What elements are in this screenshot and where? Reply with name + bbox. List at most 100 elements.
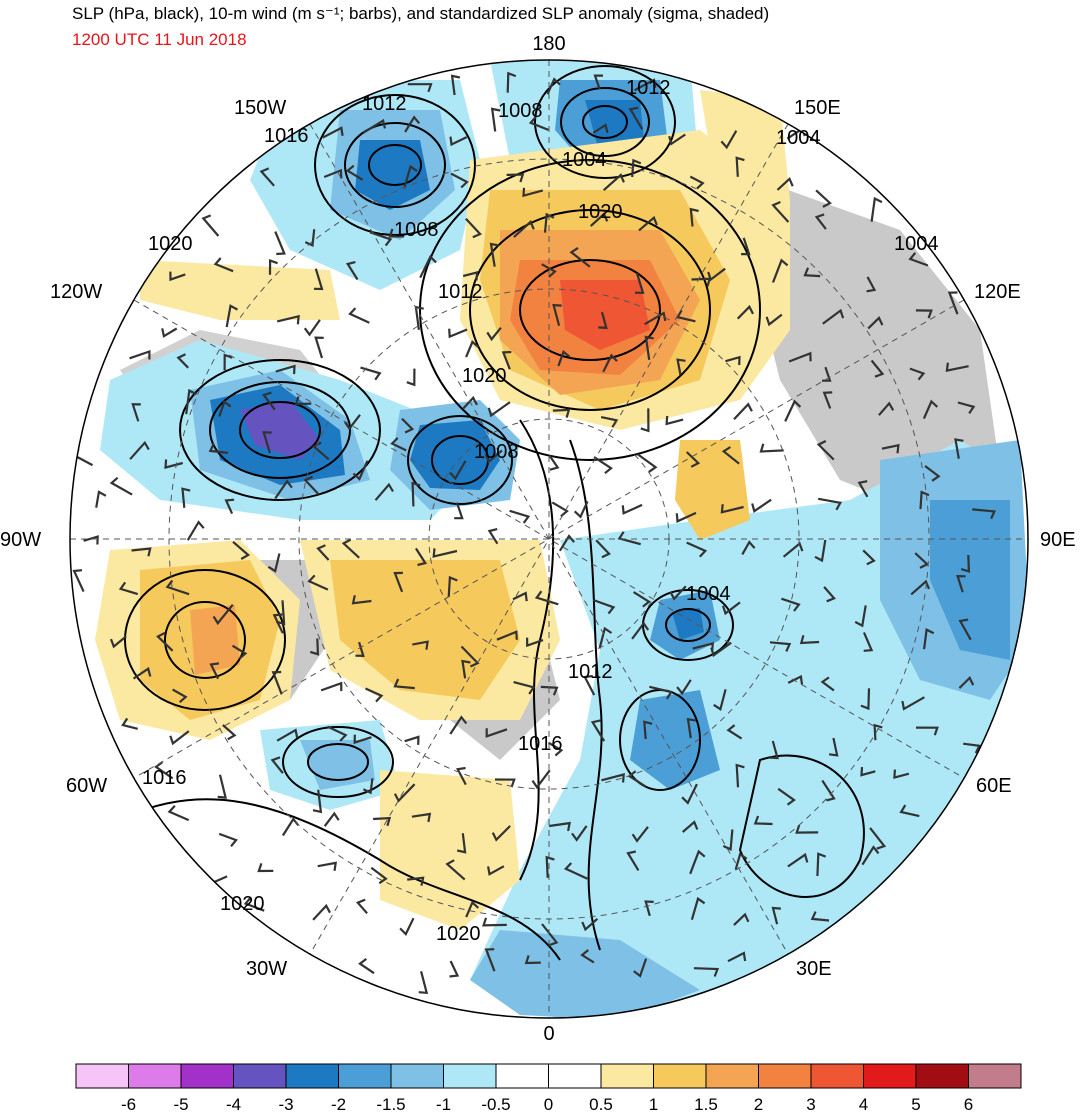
wind-barb — [734, 852, 748, 870]
wind-barb — [465, 217, 482, 239]
colorbar-swatch — [443, 1063, 497, 1089]
wind-barb — [580, 949, 595, 964]
wind-barb — [522, 187, 544, 198]
wind-barb — [209, 662, 220, 680]
wind-barb — [411, 481, 421, 507]
colorbar-swatch — [180, 1063, 234, 1089]
wind-barb — [690, 896, 706, 921]
wind-barb — [304, 229, 316, 248]
wind-barb — [353, 734, 372, 745]
wind-barb — [365, 687, 384, 703]
wind-barb — [861, 845, 880, 866]
wind-barb — [272, 613, 284, 634]
wind-barb — [161, 327, 178, 338]
wind-barb — [915, 309, 933, 319]
colorbar-swatch — [863, 1063, 917, 1089]
lon-label-60e: 60E — [976, 775, 1012, 797]
wind-barb — [633, 958, 648, 978]
wind-barb — [212, 604, 234, 626]
wind-barb — [972, 508, 997, 520]
wind-barb — [261, 391, 276, 411]
wind-barb — [487, 401, 511, 418]
wind-barb — [681, 820, 699, 833]
wind-barb — [595, 539, 611, 559]
colorbar-swatch — [915, 1063, 969, 1089]
wind-barb — [540, 685, 559, 696]
wind-barb — [393, 571, 404, 593]
wind-barb — [963, 742, 981, 754]
wind-barb — [449, 715, 468, 735]
wind-barb — [462, 270, 479, 281]
wind-barb — [449, 136, 468, 147]
wind-barb — [689, 849, 706, 875]
wind-barb — [725, 355, 741, 366]
isobar-label: 1004 — [776, 127, 821, 149]
wind-barb — [399, 917, 415, 936]
colorbar-tick-label: 1 — [649, 1095, 658, 1112]
anomaly-shading — [95, 60, 1028, 1018]
wind-barb — [759, 443, 784, 453]
wind-barb — [947, 291, 959, 315]
wind-barb — [788, 351, 812, 363]
wind-barb — [294, 396, 312, 406]
wind-barb — [360, 366, 382, 381]
wind-barb — [633, 591, 651, 608]
wind-barb — [274, 479, 293, 500]
wind-barb — [501, 350, 512, 370]
isobar-label: 1004 — [686, 583, 731, 605]
wind-barb — [733, 912, 750, 926]
wind-barb — [733, 402, 753, 421]
wind-barb — [541, 263, 557, 278]
wind-barb — [131, 547, 152, 557]
wind-barb — [710, 641, 732, 658]
wind-barb — [276, 728, 299, 742]
isobar-label: 1020 — [148, 233, 193, 255]
wind-barb — [546, 77, 561, 95]
colorbar-swatch — [75, 1063, 129, 1089]
wind-barb — [945, 362, 969, 372]
wind-barb — [548, 821, 571, 832]
wind-barb — [631, 826, 649, 843]
wind-barb — [352, 460, 369, 481]
wind-barb — [600, 416, 619, 428]
wind-barb — [313, 268, 324, 291]
wind-barb — [543, 212, 555, 233]
wind-barbs — [71, 71, 997, 995]
colorbar-tick-label: 2 — [754, 1095, 763, 1112]
wind-barb — [769, 641, 792, 652]
wind-barb — [799, 635, 820, 645]
wind-barb — [345, 261, 359, 281]
wind-barb — [218, 399, 232, 417]
wind-barb — [815, 189, 832, 208]
wind-barb — [589, 212, 609, 227]
wind-barb — [222, 724, 237, 741]
wind-barb — [914, 552, 929, 569]
wind-barb — [631, 621, 650, 640]
wind-barb — [169, 730, 190, 746]
wind-barb — [271, 670, 283, 695]
wind-barb — [448, 328, 468, 339]
wind-barb — [323, 168, 343, 179]
wind-barb — [225, 304, 239, 328]
wind-barb — [262, 431, 272, 454]
wind-barb — [909, 367, 926, 381]
wind-barb — [270, 756, 284, 774]
wind-barb — [109, 635, 127, 649]
wind-barb — [634, 272, 645, 295]
wind-barb — [958, 676, 975, 689]
wind-barb — [592, 598, 616, 615]
wind-barb — [432, 548, 458, 558]
wind-barb — [118, 581, 139, 596]
wind-barb — [571, 825, 588, 842]
wind-barb — [638, 215, 658, 232]
wind-barb — [465, 900, 480, 918]
isobar-label: 1016 — [142, 767, 187, 789]
wind-barb — [95, 490, 107, 508]
wind-barb — [689, 207, 699, 227]
lon-label-120w: 120W — [50, 281, 102, 303]
wind-barb — [213, 257, 234, 273]
map-boundary — [69, 59, 1029, 1019]
wind-barb — [526, 637, 544, 648]
wind-barb — [720, 130, 738, 150]
colorbar: -6 -5 -4 -3 -2 -1.5 -1 -0.5 0 0.5 1 1.5 2 3 4 5 6 — [75, 1063, 1022, 1112]
